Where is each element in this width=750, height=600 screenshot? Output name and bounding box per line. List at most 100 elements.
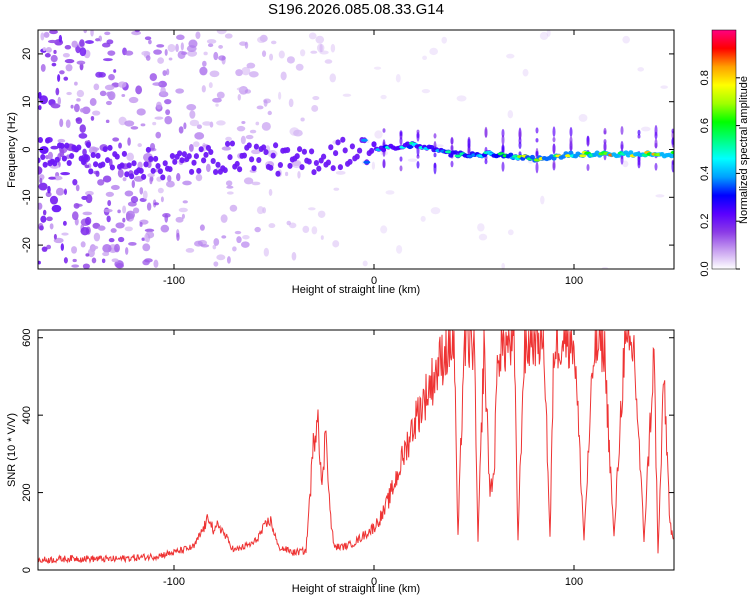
spectrogram-streak <box>501 161 505 172</box>
spectrogram-noise-blob <box>57 138 66 143</box>
spectrogram-ridge-blob <box>325 159 331 166</box>
spectrogram-noise-blob <box>90 115 95 121</box>
spectrogram-streak <box>552 126 556 138</box>
spectrogram-noise-blob <box>183 122 187 130</box>
spectrogram-noise-blob <box>622 160 629 168</box>
spectrogram-ridge-blob <box>263 149 269 156</box>
spectrogram-noise-blob <box>130 195 139 203</box>
spectrogram-noise-blob <box>241 121 246 125</box>
spectrogram-noise-blob <box>261 50 267 57</box>
spectrogram-y-axis-title: Frequency (Hz) <box>6 112 18 188</box>
spectrogram-noise-blob <box>660 85 668 89</box>
spectrogram-ridge-blob <box>311 169 317 176</box>
spectrogram-noise-blob <box>507 110 514 119</box>
spectrogram-noise-blob <box>135 85 143 95</box>
spectrogram-noise-blob <box>72 258 77 263</box>
spectrogram-streak <box>399 165 403 172</box>
spectrogram-noise-blob <box>189 110 196 119</box>
spectrogram-streak <box>382 128 386 133</box>
spectrogram-noise-blob <box>237 93 242 101</box>
spectrogram-ridge-blob <box>357 147 363 154</box>
snr-frame <box>37 329 675 571</box>
spectrogram-ridge-blob <box>167 166 173 173</box>
spectrogram-noise-blob <box>148 39 152 45</box>
spectrogram-ridge-blob <box>313 159 319 166</box>
spectrogram-noise-blob <box>108 237 115 243</box>
spectrogram-noise-blob <box>52 175 63 181</box>
spectrogram-ridge-blob <box>198 146 204 153</box>
snr-series-line <box>38 330 674 565</box>
spectrogram-ridge-blob <box>306 158 312 165</box>
spectrogram-noise-blob <box>622 35 630 44</box>
spectrogram-noise-blob <box>263 99 268 107</box>
spectrogram-ridge-blob <box>215 161 221 168</box>
spectrogram-noise-blob <box>146 202 152 211</box>
colorbar-tick-label: 0.0 <box>699 261 711 276</box>
spectrogram-noise-blob <box>92 147 100 151</box>
spectrogram-noise-blob <box>177 50 186 60</box>
spectrogram-noise-blob <box>540 195 545 205</box>
spectrogram-streak <box>416 129 420 134</box>
spectrogram-noise-blob <box>215 103 219 107</box>
spectrogram-noise-blob <box>117 209 121 214</box>
spectrogram-noise-blob <box>261 122 271 131</box>
spectrogram-ridge-blob <box>100 161 106 168</box>
spectrogram-noise-blob <box>108 73 115 81</box>
spectrogram-ridge-blob <box>299 164 305 171</box>
spectrogram-noise-blob <box>107 50 116 56</box>
spectrogram-streak <box>552 143 556 153</box>
spectrogram-noise-blob <box>70 104 74 109</box>
spectrogram-noise-blob <box>142 243 151 252</box>
spectrogram-noise-blob <box>278 50 285 59</box>
spectrogram-noise-blob <box>39 177 43 184</box>
spectrogram-noise-blob <box>92 110 101 116</box>
spectrogram-noise-blob <box>131 179 135 189</box>
spectrogram-noise-blob <box>85 194 93 204</box>
spectrogram-ridge-blob <box>107 144 113 151</box>
spectrogram-noise-blob <box>155 131 162 139</box>
spectrogram-noise-blob <box>97 225 106 231</box>
spectrogram-streak <box>603 141 607 152</box>
spectrogram-noise-blob <box>175 43 179 53</box>
snr-background <box>38 330 674 570</box>
spectrogram-noise-blob <box>84 164 90 169</box>
spectrogram-noise-blob <box>164 98 172 105</box>
spectrogram-noise-blob <box>185 248 195 253</box>
spectrogram-streak <box>484 128 488 138</box>
spectrogram-noise-blob <box>71 246 78 254</box>
spectrogram-streak <box>637 129 641 136</box>
spectrogram-noise-blob <box>38 105 42 111</box>
spectrogram-noise-blob <box>224 33 233 39</box>
spectrogram-noise-blob <box>75 117 83 125</box>
spectrogram-noise-blob <box>578 113 588 122</box>
spectrogram-ridge-blob <box>105 157 111 164</box>
spectrogram-noise-blob <box>311 105 319 112</box>
spectrogram-ridge-blob <box>42 161 48 168</box>
spectrogram-ridge-blob <box>157 168 163 175</box>
spectrogram-noise-blob <box>38 91 42 100</box>
spectrogram-noise-blob <box>176 173 181 182</box>
spectrogram-noise-blob <box>122 205 127 214</box>
spectrogram-noise-blob <box>248 71 259 78</box>
spectrogram-noise-blob <box>125 247 129 255</box>
spectrogram-noise-blob <box>43 31 50 38</box>
spectrogram-ridge-blob <box>628 150 634 155</box>
spectrogram-noise-blob <box>162 91 169 97</box>
spectrogram-streak <box>450 160 454 168</box>
spectrogram-ridge-blob <box>169 153 175 160</box>
spectrogram-ridge-peak <box>454 154 462 158</box>
spectrogram-background <box>38 30 674 269</box>
spectrogram-noise-blob <box>124 120 135 127</box>
spectrogram-noise-blob <box>145 55 151 61</box>
spectrogram-noise-blob <box>203 51 208 56</box>
spectrogram-noise-blob <box>212 97 222 103</box>
spectrogram-ridge-blob <box>66 159 72 166</box>
spectrogram-noise-blob <box>241 66 251 76</box>
x-tick-label: 0 <box>371 275 377 287</box>
spectrogram-noise-blob <box>180 42 184 51</box>
spectrogram-noise-blob <box>80 241 86 248</box>
spectrogram-noise-blob <box>420 215 426 222</box>
spectrogram-ridge-blob <box>208 149 214 156</box>
spectrogram-noise-blob <box>59 70 65 75</box>
spectrogram-ridge-blob <box>227 154 233 161</box>
